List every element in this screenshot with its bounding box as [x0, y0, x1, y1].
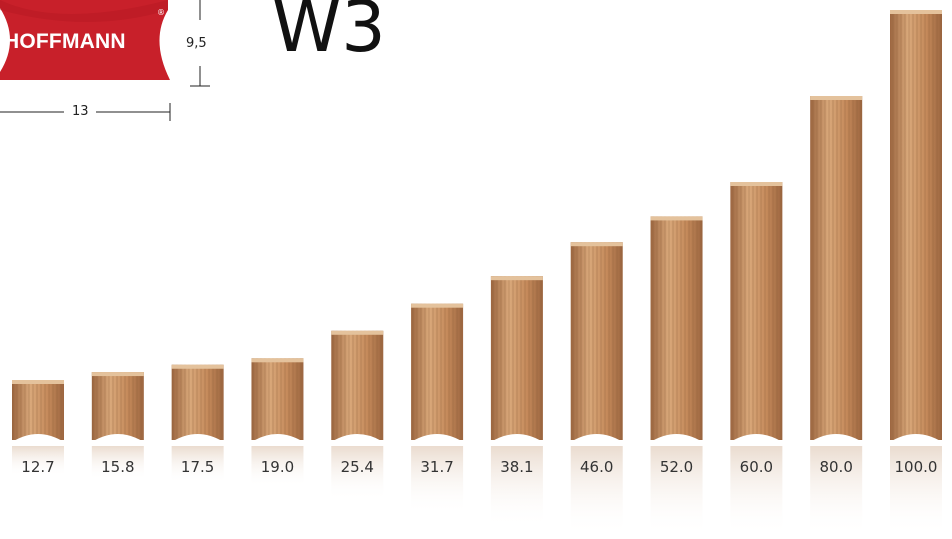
logo-bowtie-shape: [0, 0, 170, 80]
logo-wordmark: HOFFMANN: [4, 30, 126, 53]
registered-mark: ®: [157, 8, 165, 17]
dowel-length-label: 80.0: [819, 458, 853, 476]
dowel-25.4: [331, 330, 384, 501]
dimension-lines: [0, 0, 210, 121]
dowel-12.7: [12, 380, 64, 476]
dowel-60.0: [730, 182, 783, 536]
dowel-length-label: 31.7: [420, 458, 454, 476]
hoffmann-logo: HOFFMANN ®: [0, 0, 178, 88]
width-dimension-label: 13: [68, 104, 93, 119]
dowel-length-label: 100.0: [894, 458, 938, 476]
dowel-19.0: [251, 358, 304, 487]
product-title: W3: [272, 0, 386, 68]
dowel-38.1: [490, 276, 543, 528]
dowel-100.0: [890, 10, 942, 536]
dowel-15.8: [91, 372, 144, 480]
dowel-46.0: [570, 242, 623, 536]
dowel-17.5: [171, 364, 224, 484]
dowel-52.0: [650, 216, 703, 536]
dowel-length-label: 60.0: [739, 458, 774, 476]
dowel-80.0: [810, 96, 863, 536]
dowel-length-label: 25.4: [340, 458, 374, 476]
dowel-length-label: 15.8: [101, 458, 135, 476]
dowel-length-label: 52.0: [659, 458, 694, 476]
dowel-length-label: 38.1: [500, 458, 534, 476]
dowel-length-label: 46.0: [580, 458, 614, 476]
dowel-length-label: 12.7: [21, 458, 55, 476]
dowel-31.7: [411, 303, 464, 515]
dowel-length-label: 19.0: [260, 458, 295, 476]
dowel-length-label: 17.5: [180, 458, 215, 476]
height-dimension-label: 9,5: [186, 36, 207, 51]
